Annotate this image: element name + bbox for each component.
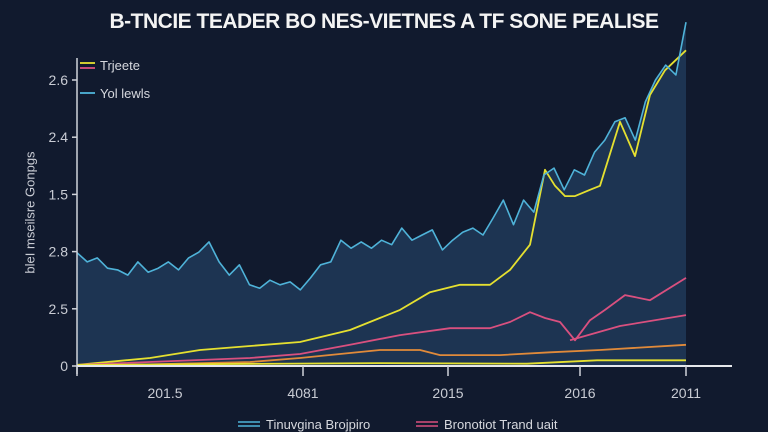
series-line-1 (76, 277, 687, 366)
y-tick-label: 0 (60, 358, 68, 374)
y-tick-label: 2.5 (49, 301, 69, 317)
x-tick-label: 2015 (432, 385, 463, 401)
area-fill (77, 22, 686, 366)
area-series-line (76, 22, 687, 291)
x-tick-label: 2016 (564, 385, 595, 401)
y-tick-label: 1.5 (49, 186, 69, 202)
series-line-4 (76, 359, 686, 366)
x-tick-label: 4081 (287, 385, 318, 401)
legend-label: Yol lewls (100, 86, 151, 101)
y-tick-label: 2.6 (49, 72, 69, 88)
y-tick-label: 2.4 (49, 129, 69, 145)
x-tick-label: 201.5 (147, 385, 182, 401)
chart-title: B-TNCIE TEADER BO NES-VIETNES A TF SONE … (109, 10, 660, 33)
series-line-0 (76, 49, 687, 366)
series-line-3 (76, 343, 687, 367)
x-tick-label: 2011 (671, 385, 701, 401)
series-line-2 (569, 314, 687, 342)
bottom-legend-label: Tinuvgina Brojpiro (266, 417, 370, 432)
y-tick-label: 2.8 (49, 244, 69, 260)
bottom-legend-label: Bronotiot Trand uait (444, 417, 558, 432)
legend-label: Trjeete (100, 58, 140, 73)
